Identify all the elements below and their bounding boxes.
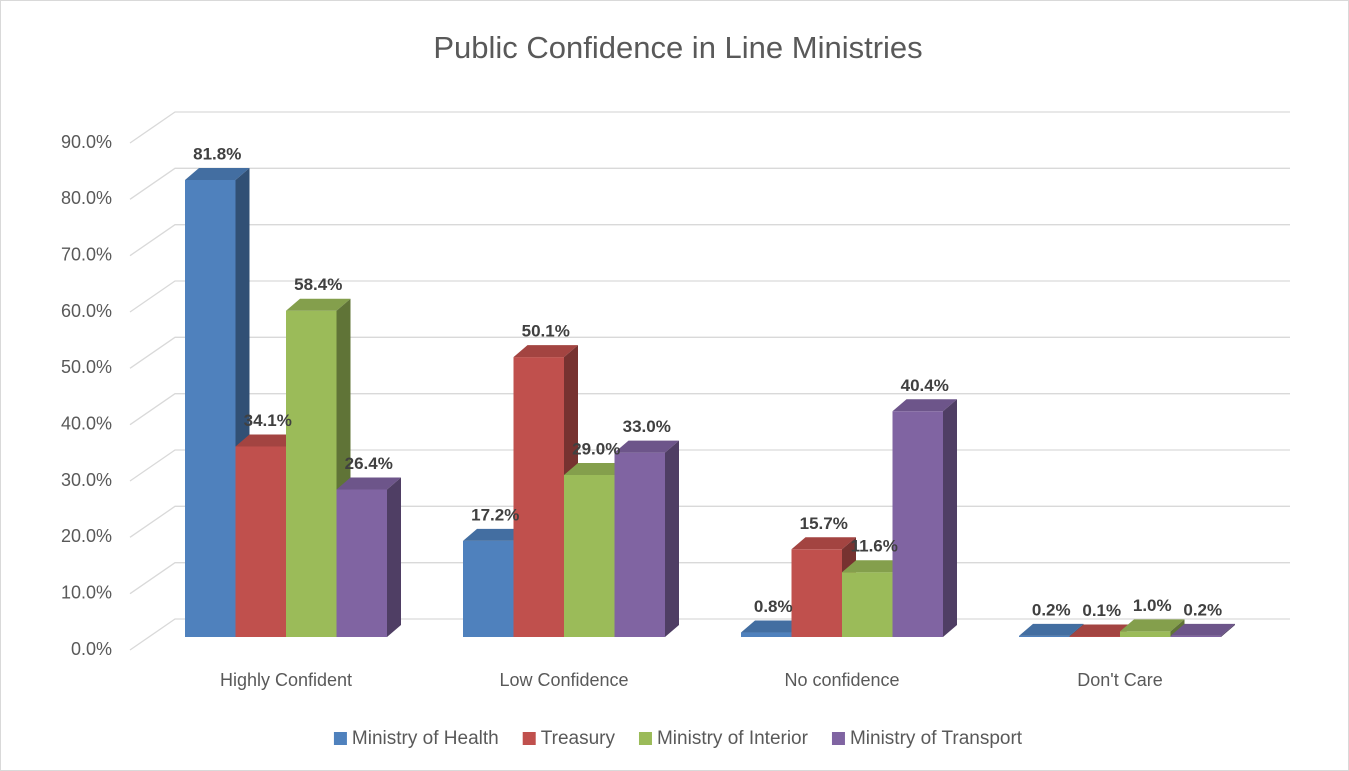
bar-top (614, 440, 679, 453)
bar-front (463, 540, 514, 637)
y-tick-label: 50.0% (61, 357, 112, 377)
data-label: 26.4% (345, 454, 393, 473)
x-tick-label: Don't Care (1077, 670, 1162, 690)
legend-item: Ministry of Transport (831, 728, 1023, 749)
data-label: 33.0% (623, 417, 671, 436)
legend-label: Ministry of Health (352, 728, 499, 749)
data-label: 0.2% (1183, 600, 1222, 619)
bar-side (1170, 619, 1185, 637)
legend-swatch (638, 732, 652, 745)
bar-front (791, 549, 842, 637)
bar-top (842, 560, 907, 573)
bar-front (235, 446, 286, 637)
chart-title: Public Confidence in Line Ministries (433, 30, 922, 65)
x-tick-label: No confidence (784, 670, 899, 690)
grid-line (129, 111, 1290, 144)
bar (1120, 619, 1185, 637)
bar-front (286, 310, 337, 637)
data-label: 50.1% (522, 322, 570, 341)
y-tick-label: 80.0% (61, 188, 112, 208)
bar-front (1170, 635, 1221, 637)
data-label: 58.4% (294, 275, 342, 294)
bar (286, 298, 351, 637)
y-tick-label: 60.0% (61, 301, 112, 321)
legend-swatch (831, 732, 845, 745)
grid-line (129, 167, 1290, 200)
legend-item: Ministry of Interior (638, 728, 809, 749)
bar-top (286, 298, 351, 311)
grid-line (129, 224, 1290, 257)
data-label: 0.1% (1082, 601, 1121, 620)
data-label: 34.1% (244, 411, 292, 430)
bar (892, 399, 957, 637)
legend-label: Ministry of Interior (657, 728, 809, 749)
bar-front (564, 474, 615, 637)
data-label: 15.7% (800, 514, 848, 533)
legend-item: Treasury (522, 728, 616, 749)
grid-line (129, 336, 1290, 369)
y-tick-label: 20.0% (61, 526, 112, 546)
data-label: 17.2% (471, 505, 519, 524)
data-label: 1.0% (1133, 596, 1172, 615)
bar-front (842, 572, 893, 637)
legend-label: Treasury (541, 728, 616, 749)
legend-item: Ministry of Health (333, 728, 499, 749)
bar-side (1221, 623, 1235, 637)
x-tick-label: Highly Confident (220, 670, 352, 690)
bar (614, 440, 679, 637)
bar-side (387, 477, 401, 637)
grid-line (129, 280, 1290, 313)
legend-swatch (333, 732, 347, 745)
bar-top (463, 528, 528, 541)
data-label: 11.6% (851, 537, 898, 556)
bar-top (336, 477, 401, 490)
bar-top (1069, 624, 1134, 637)
bar-top (185, 168, 250, 180)
bar-top (1019, 623, 1084, 636)
bar-front (1069, 636, 1120, 637)
bar-side (943, 399, 957, 637)
y-tick-label: 30.0% (61, 470, 112, 490)
y-tick-label: 10.0% (61, 582, 112, 602)
data-label: 29.0% (572, 439, 620, 458)
bar-top (1120, 619, 1185, 632)
x-tick-label: Low Confidence (499, 670, 628, 690)
data-label: 0.2% (1032, 600, 1071, 619)
y-tick-label: 40.0% (61, 413, 112, 433)
data-label: 0.8% (754, 597, 793, 616)
bar-side (665, 440, 679, 637)
bar-top (564, 462, 629, 475)
y-tick-label: 70.0% (61, 244, 112, 264)
grid-line (129, 393, 1290, 426)
bar-top (892, 399, 957, 412)
bar-top (741, 620, 806, 633)
bar-front (185, 180, 236, 637)
bar-front (892, 411, 943, 637)
y-tick-label: 90.0% (61, 132, 112, 152)
data-label: 40.4% (901, 376, 949, 395)
bar-top (235, 434, 300, 447)
legend-swatch (522, 732, 536, 745)
bar-front (513, 357, 564, 637)
bar-top (1170, 623, 1235, 636)
bar-front (741, 632, 792, 637)
bar-top (513, 345, 578, 358)
bar (1170, 623, 1235, 637)
data-label: 81.8% (193, 144, 241, 163)
bar-front (336, 489, 387, 637)
legend-label: Ministry of Transport (850, 728, 1023, 749)
y-tick-label: 0.0% (71, 639, 112, 659)
bar-front (614, 452, 665, 637)
bar (336, 477, 401, 637)
bar-top (791, 537, 856, 550)
bar-front (1019, 635, 1070, 637)
bar-front (1120, 631, 1171, 637)
